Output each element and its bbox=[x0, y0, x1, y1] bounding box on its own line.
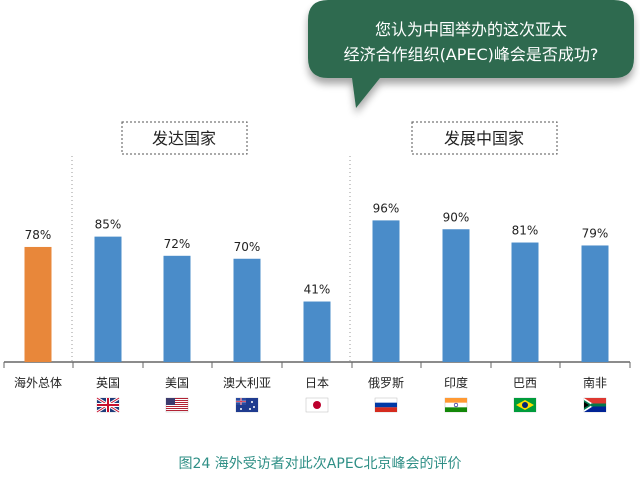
bar-3 bbox=[233, 258, 261, 362]
bar-2 bbox=[163, 255, 191, 362]
developed-group-label: 发达国家 bbox=[152, 129, 216, 148]
developing-group-box bbox=[411, 121, 558, 155]
brazil-flag-icon bbox=[513, 397, 537, 413]
question-bubble: 您认为中国举办的这次亚太 经济合作组织(APEC)峰会是否成功? bbox=[308, 0, 634, 108]
bar-0 bbox=[24, 246, 52, 362]
us-flag-icon bbox=[165, 397, 189, 413]
category-label-7: 巴西 bbox=[513, 376, 537, 390]
value-label-3: 70% bbox=[234, 240, 261, 254]
bar-5 bbox=[372, 220, 400, 362]
category-label-0: 海外总体 bbox=[14, 375, 62, 390]
category-label-2: 美国 bbox=[165, 376, 189, 390]
question-line-1: 您认为中国举办的这次亚太 bbox=[375, 20, 567, 39]
question-line-2: 经济合作组织(APEC)峰会是否成功? bbox=[344, 45, 599, 64]
value-label-6: 90% bbox=[443, 210, 470, 224]
bar-1 bbox=[94, 236, 122, 362]
bar-8 bbox=[581, 245, 609, 362]
value-label-4: 41% bbox=[304, 283, 331, 297]
japan-flag-icon bbox=[305, 397, 329, 413]
figure-caption: 图24 海外受访者对此次APEC北京峰会的评价 bbox=[179, 456, 462, 472]
value-label-5: 96% bbox=[373, 201, 400, 215]
category-label-5: 俄罗斯 bbox=[368, 376, 404, 390]
value-label-0: 78% bbox=[25, 228, 52, 242]
russia-flag-icon bbox=[374, 397, 398, 413]
south-africa-flag-icon bbox=[583, 397, 607, 413]
india-flag-icon bbox=[444, 397, 468, 413]
value-label-7: 81% bbox=[512, 224, 539, 238]
category-label-6: 印度 bbox=[444, 375, 468, 390]
bar-7 bbox=[511, 242, 539, 362]
australia-flag-icon bbox=[235, 397, 259, 413]
category-label-3: 澳大利亚 bbox=[223, 376, 271, 390]
bar-6 bbox=[442, 229, 470, 362]
category-label-4: 日本 bbox=[305, 376, 329, 390]
value-label-1: 85% bbox=[95, 218, 122, 232]
labels-layer: 78% 海外总体 85% 英国 72% 美国 70% 澳大利亚 41% 日本 96% 俄罗斯 90% 印度… bbox=[3, 201, 631, 390]
category-label-8: 南非 bbox=[583, 375, 607, 390]
flags-layer bbox=[96, 396, 607, 414]
bar-4 bbox=[303, 301, 331, 362]
developed-group-box bbox=[121, 121, 248, 155]
value-label-8: 79% bbox=[582, 226, 609, 240]
category-label-1: 英国 bbox=[96, 376, 120, 390]
uk-flag-icon bbox=[96, 396, 120, 414]
developing-group-label: 发展中国家 bbox=[444, 129, 524, 148]
value-label-2: 72% bbox=[164, 237, 191, 251]
bars-layer bbox=[24, 220, 609, 362]
